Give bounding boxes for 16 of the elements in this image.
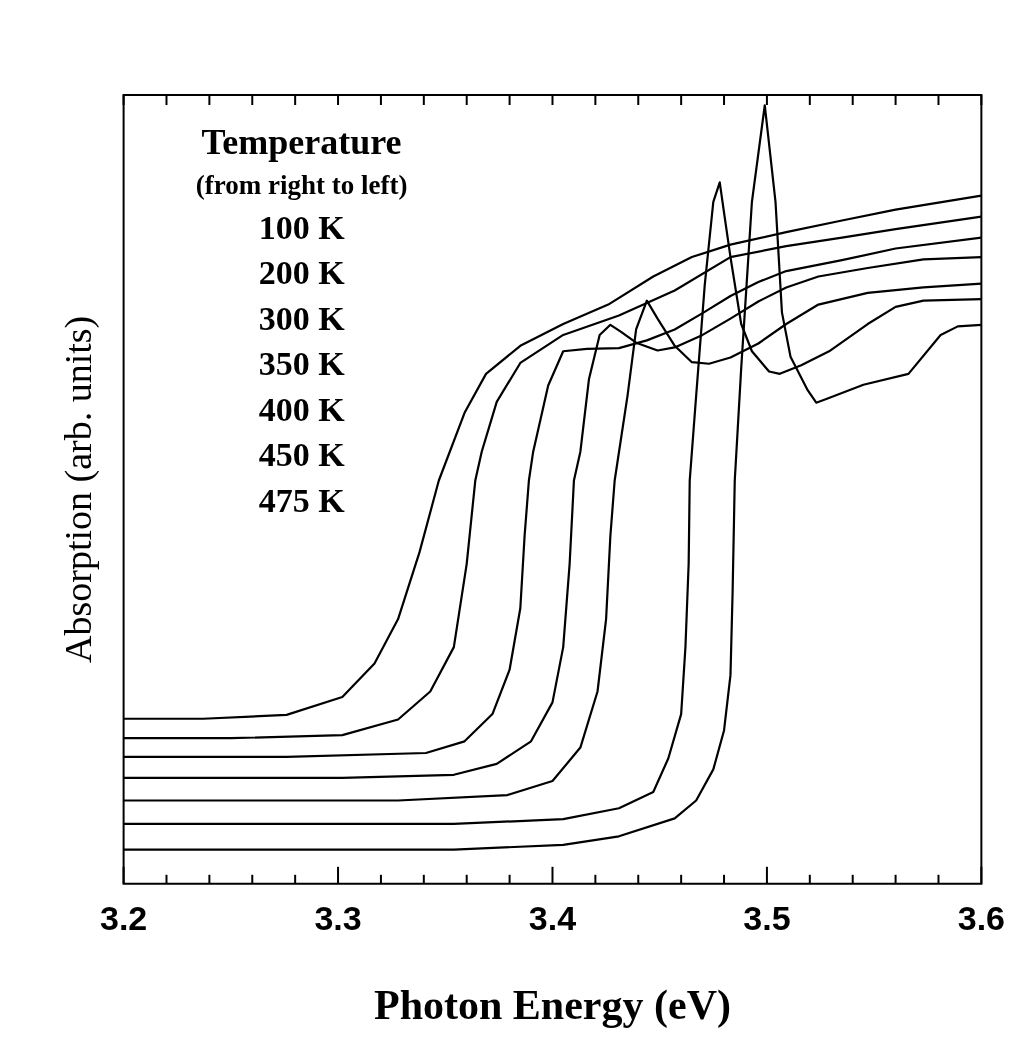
annotation: 400 K	[258, 390, 346, 428]
x-tick-label: 3.2	[99, 898, 148, 937]
y-axis-title: Absorption (arb. units)	[56, 315, 100, 664]
annotation: (from right to left)	[195, 169, 408, 200]
x-axis-title: Photon Energy (eV)	[374, 981, 731, 1029]
annotation: 475 K	[258, 481, 346, 519]
annotation: 300 K	[258, 299, 346, 337]
annotation: 200 K	[258, 254, 346, 292]
annotation: 350 K	[258, 345, 346, 383]
x-tick-label: 3.5	[743, 898, 791, 937]
x-tick-label: 3.6	[957, 898, 1005, 937]
x-tick-label: 3.4	[528, 898, 577, 937]
annotation: 450 K	[258, 436, 346, 474]
x-tick-label: 3.3	[314, 898, 362, 937]
annotation: 100 K	[258, 208, 346, 246]
annotation: Temperature	[201, 122, 402, 163]
